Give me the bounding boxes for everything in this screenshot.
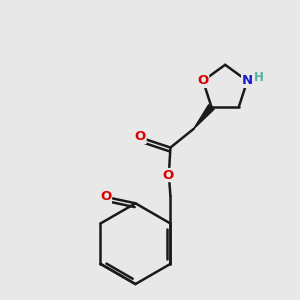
Text: O: O [100, 190, 111, 203]
Polygon shape [194, 105, 214, 129]
Text: O: O [197, 74, 208, 87]
Text: N: N [242, 74, 253, 87]
Text: O: O [135, 130, 146, 143]
Text: O: O [163, 169, 174, 182]
Text: H: H [254, 71, 263, 84]
